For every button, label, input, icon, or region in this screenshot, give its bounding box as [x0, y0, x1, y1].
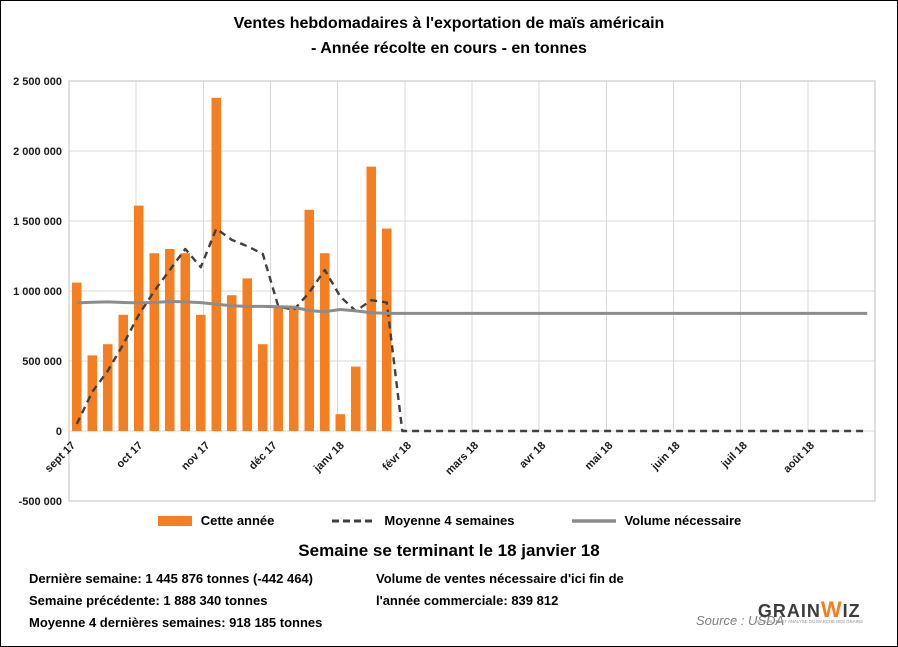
export-sales-chart: -500 000 0 500 000 1 000 000 1 500 000 2 000 …: [13, 76, 876, 508]
week-ending-subtitle: Semaine se terminant le 18 janvier 18: [298, 541, 600, 560]
dashed-line-swatch-icon: [332, 519, 377, 522]
svg-text:janv 18: janv 18: [311, 440, 347, 476]
grainwiz-w-icon: W: [820, 597, 843, 622]
stat-last-week: Dernière semaine: 1 445 876 tonnes (-442…: [29, 571, 313, 586]
svg-text:mai 18: mai 18: [583, 440, 616, 473]
legend-item-moyenne: Moyenne 4 semaines: [332, 513, 514, 528]
svg-text:oct 17: oct 17: [114, 440, 145, 471]
stat-previous-week: Semaine précédente: 1 888 340 tonnes: [29, 593, 268, 608]
legend-item-cette-annee: Cette année: [157, 513, 275, 528]
svg-text:août 18: août 18: [781, 440, 817, 476]
svg-text:juin 18: juin 18: [649, 440, 683, 474]
svg-text:févr 18: févr 18: [380, 440, 414, 474]
chart-title-line2: - Année récolte en cours - en tonnes: [311, 40, 587, 57]
svg-text:2 000 000: 2 000 000: [13, 146, 62, 158]
grainwiz-logo: GRAINWIZ ACTUALITÉ ET ANALYSE DU MARCHÉ …: [736, 597, 883, 626]
svg-text:juil 18: juil 18: [719, 440, 750, 471]
legend-label-cette-annee: Cette année: [200, 513, 275, 528]
stat-volume-needed-line2: l'année commerciale: 839 812: [376, 593, 559, 608]
chart-title-line1: Ventes hebdomadaires à l'exportation de …: [233, 15, 665, 32]
grainwiz-logo-text: GRAINWIZ: [757, 597, 861, 622]
stat-volume-needed-line1: Volume de ventes nécessaire d'ici fin de: [376, 571, 624, 586]
chart-legend: Cette année Moyenne 4 semaines Volume né…: [1, 513, 897, 528]
svg-text:déc 17: déc 17: [247, 440, 280, 473]
legend-label-moyenne: Moyenne 4 semaines: [384, 513, 515, 528]
source-attribution: Source : USDA: [696, 613, 785, 628]
svg-text:avr 18: avr 18: [517, 440, 548, 471]
svg-text:500 000: 500 000: [22, 356, 62, 368]
svg-text:0: 0: [56, 426, 62, 438]
svg-text:nov 17: nov 17: [179, 440, 212, 473]
stats-left-block: Dernière semaine: 1 445 876 tonnes (-442…: [29, 568, 322, 634]
legend-label-volume: Volume nécessaire: [624, 513, 742, 528]
svg-text:1 000 000: 1 000 000: [13, 286, 62, 298]
svg-text:sept 17: sept 17: [43, 440, 78, 475]
legend-item-volume: Volume nécessaire: [572, 513, 741, 528]
svg-text:mars 18: mars 18: [443, 440, 481, 478]
svg-text:-500 000: -500 000: [19, 496, 62, 508]
stat-4week-average: Moyenne 4 dernières semaines: 918 185 to…: [29, 615, 323, 630]
svg-text:1 500 000: 1 500 000: [13, 216, 62, 228]
grainwiz-tagline: ACTUALITÉ ET ANALYSE DU MARCHÉ DES GRAIN…: [756, 620, 863, 625]
stats-right-block: Volume de ventes nécessaire d'ici fin de…: [376, 568, 624, 612]
svg-text:2 500 000: 2 500 000: [13, 76, 62, 88]
solid-line-swatch-icon: [572, 518, 617, 523]
bar-swatch-icon: [157, 515, 192, 526]
